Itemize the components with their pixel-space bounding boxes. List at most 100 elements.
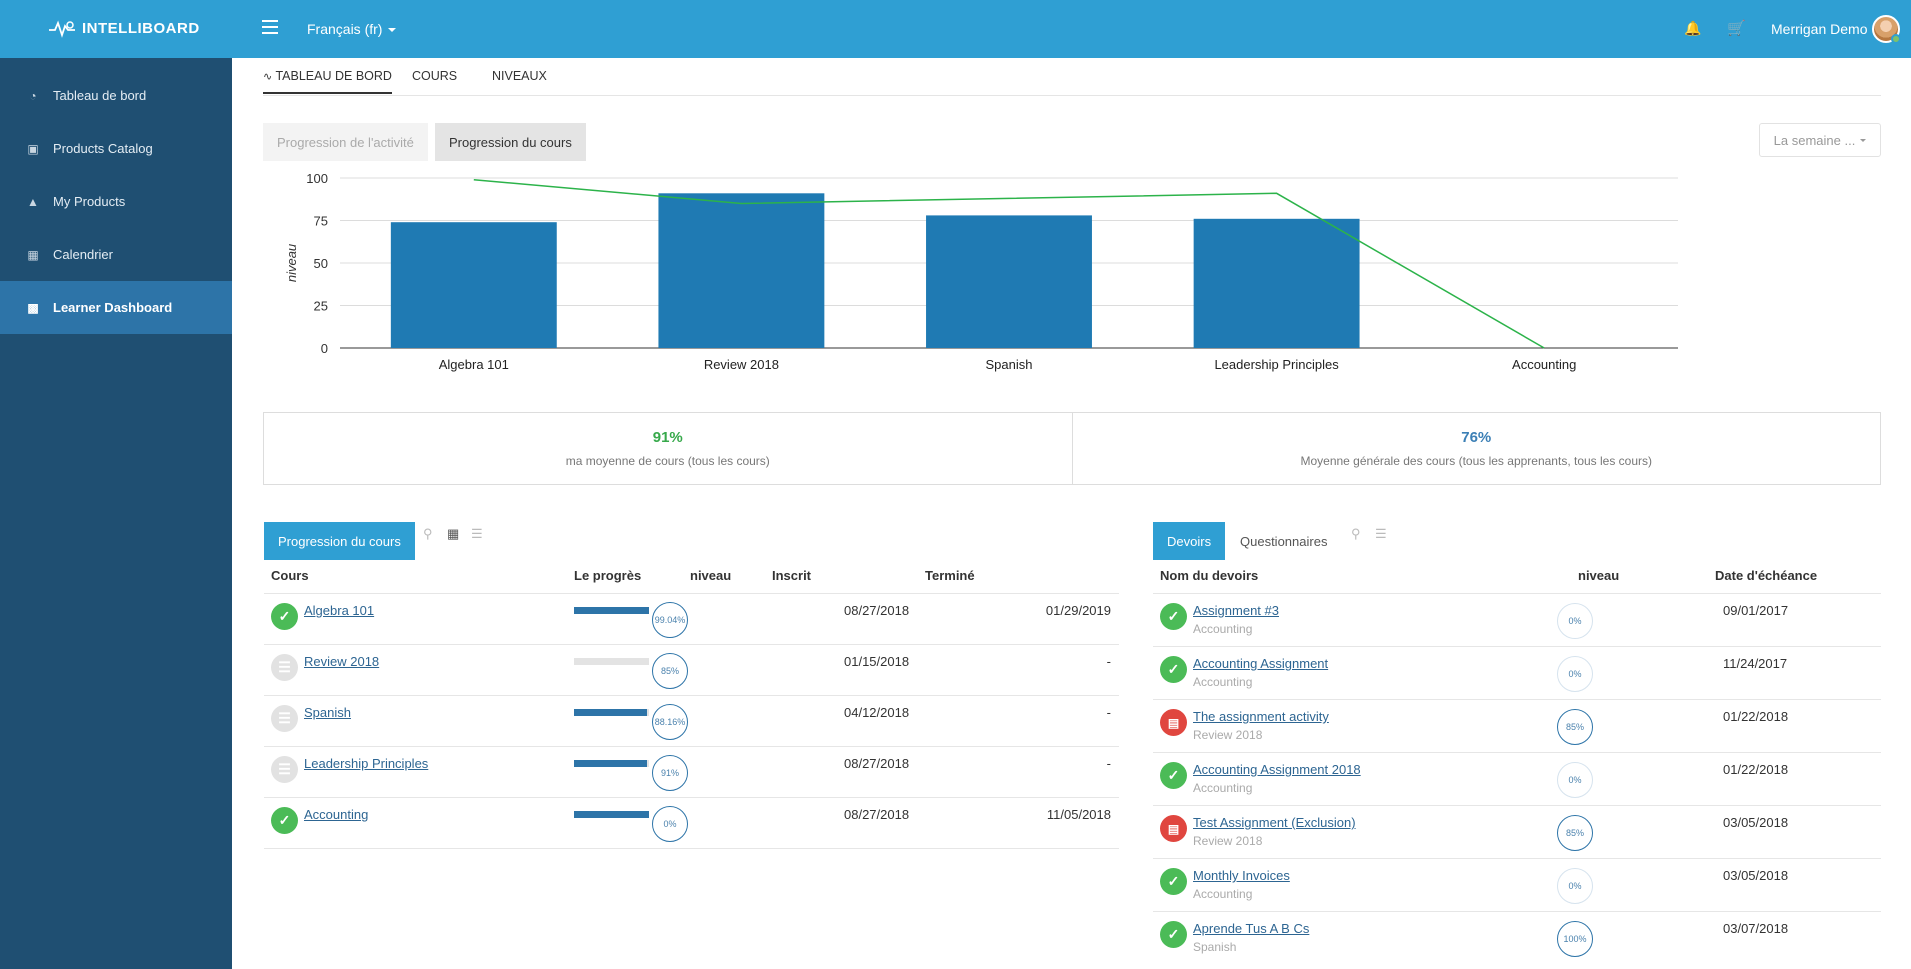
col-enrolled[interactable]: Inscrit [772,568,812,583]
sidebar-item-products-catalog[interactable]: ▣ Products Catalog [0,122,232,175]
col-due-date[interactable]: Date d'échéance [1715,568,1818,583]
averages-panel: 91% ma moyenne de cours (tous les cours)… [263,412,1881,485]
course-link[interactable]: Spanish [304,705,351,720]
brand-name: INTELLIBOARD [82,19,200,37]
assignment-course: Spanish [1193,940,1237,954]
search-icon[interactable]: ⚲ [423,526,433,541]
table-row: ✓ Monthly Invoices Accounting 0% 03/05/2018 [1153,858,1881,911]
pulse-logo-icon [49,20,75,38]
tab-levels[interactable]: NIVEAUX [492,69,547,83]
completed-date: - [1106,654,1111,669]
y-tick-label: 0 [321,341,328,356]
period-dropdown[interactable]: La semaine ... [1759,123,1881,157]
assignment-course: Accounting [1193,622,1253,636]
brand-logo[interactable]: INTELLIBOARD [48,18,200,38]
level-gauge: 0% [1557,656,1593,692]
due-date: 01/22/2018 [1723,762,1789,777]
table-row: ▤ The assignment activity Review 2018 85% 01… [1153,699,1881,752]
level-gauge: 85% [1557,709,1593,745]
enrolled-date: 08/27/2018 [844,603,910,618]
table-row: ✓ Assignment #3 Accounting 0% 09/01/2017 [1153,593,1881,646]
avatar[interactable] [1872,15,1901,44]
assignment-link[interactable]: Accounting Assignment 2018 [1193,762,1361,777]
menu-toggle-icon[interactable] [262,20,278,34]
level-gauge: 100% [1557,921,1593,957]
bar [926,215,1092,348]
grid-view-icon[interactable]: ▦ [447,526,460,541]
user-name[interactable]: Merrigan Demo [1771,21,1868,37]
assignment-course: Accounting [1193,675,1253,689]
course-link[interactable]: Accounting [304,807,369,822]
clipboard-icon: ▤ [1160,709,1187,736]
due-date: 11/24/2017 [1723,656,1788,671]
tab-quizzes[interactable]: Questionnaires [1240,533,1328,549]
cart-icon[interactable]: 🛒 [1727,20,1746,37]
due-date: 03/07/2018 [1723,921,1789,936]
list-view-icon[interactable]: ☰ [471,526,483,541]
table-row: ✓ Accounting 0% 08/27/2018 11/05/2018 [264,797,1119,848]
assignment-link[interactable]: The assignment activity [1193,709,1329,724]
my-average-label: ma moyenne de cours (tous les cours) [565,454,770,468]
notifications-bell-icon[interactable]: 🔔 [1684,20,1702,36]
level-gauge: 91% [652,755,688,791]
course-progress-button[interactable]: Progression du cours [435,123,586,161]
completed-date: - [1106,756,1111,771]
sidebar-item-my-products[interactable]: ▲ My Products [0,175,232,228]
online-status-dot [1891,34,1901,44]
col-assignment-level[interactable]: niveau [1578,568,1620,583]
sidebar-item-learner-dashboard[interactable]: ▩ Learner Dashboard [0,281,232,334]
assignment-course: Review 2018 [1193,728,1263,742]
my-average-value: 91% [652,429,683,446]
y-tick-label: 25 [314,299,328,314]
y-axis-label: niveau [284,244,299,282]
progress-fill [574,607,649,614]
series-line [473,178,1545,349]
pulse-icon: ∿ [263,71,273,83]
clipboard-icon: ▤ [1160,815,1187,842]
progress-fill [574,760,647,767]
assignment-link[interactable]: Aprende Tus A B Cs [1193,921,1310,936]
assignment-link[interactable]: Monthly Invoices [1193,868,1290,883]
col-level[interactable]: niveau [690,568,732,583]
assignment-link[interactable]: Accounting Assignment [1193,656,1329,671]
course-link[interactable]: Review 2018 [304,654,380,669]
due-date: 01/22/2018 [1723,709,1789,724]
bar-chart-icon: ▩ [27,300,39,315]
assignment-course: Accounting [1193,887,1253,901]
sidebar-item-calendar[interactable]: ▦ Calendrier [0,228,232,281]
assignment-link[interactable]: Assignment #3 [1193,603,1279,618]
table-row: ▤ Test Assignment (Exclusion) Review 2018 8… [1153,805,1881,858]
global-average-label: Moyenne générale des cours (tous les app… [1300,454,1653,468]
chevron-down-icon [388,28,397,33]
briefcase-icon: ▣ [27,141,39,156]
level-gauge: 0% [1557,603,1593,639]
tab-dashboard[interactable]: ∿ TABLEAU DE BORD [263,69,392,94]
tab-courses[interactable]: COURS [412,69,458,83]
language-selector[interactable]: Français (fr) [307,21,397,37]
tab-course-progress[interactable]: Progression du cours [264,522,415,560]
table-row: ✓ Algebra 101 99.04% 08/27/2018 01/29/2019 [264,593,1119,644]
assignment-link[interactable]: Test Assignment (Exclusion) [1193,815,1356,830]
chevron-down-icon [1860,138,1867,142]
col-completed[interactable]: Terminé [925,568,975,583]
x-tick-label: Accounting [1512,357,1576,372]
col-progress[interactable]: Le progrès [574,568,642,583]
enrolled-date: 08/27/2018 [844,756,910,771]
progress-fill [574,811,649,818]
sidebar-item-dashboard[interactable]: ◔ Tableau de bord [0,69,232,122]
course-link[interactable]: Algebra 101 [304,603,375,618]
search-icon[interactable]: ⚲ [1351,526,1361,541]
activity-progress-button[interactable]: Progression de l'activité [263,123,428,161]
enrolled-date: 04/12/2018 [844,705,910,720]
course-link[interactable]: Leadership Principles [304,756,429,771]
y-tick-label: 50 [314,256,328,271]
tab-assignments[interactable]: Devoirs [1153,522,1226,560]
col-assignment-name[interactable]: Nom du devoirs [1160,568,1259,583]
calendar-icon: ▦ [27,247,39,262]
tab-dashboard-label: TABLEAU DE BORD [275,69,392,83]
col-course[interactable]: Cours [271,568,309,583]
filter-settings-icon[interactable]: ☰ [1375,526,1387,541]
y-tick-label: 100 [306,171,328,186]
level-gauge: 0% [1557,762,1593,798]
completed-check-icon: ✓ [1160,921,1187,948]
